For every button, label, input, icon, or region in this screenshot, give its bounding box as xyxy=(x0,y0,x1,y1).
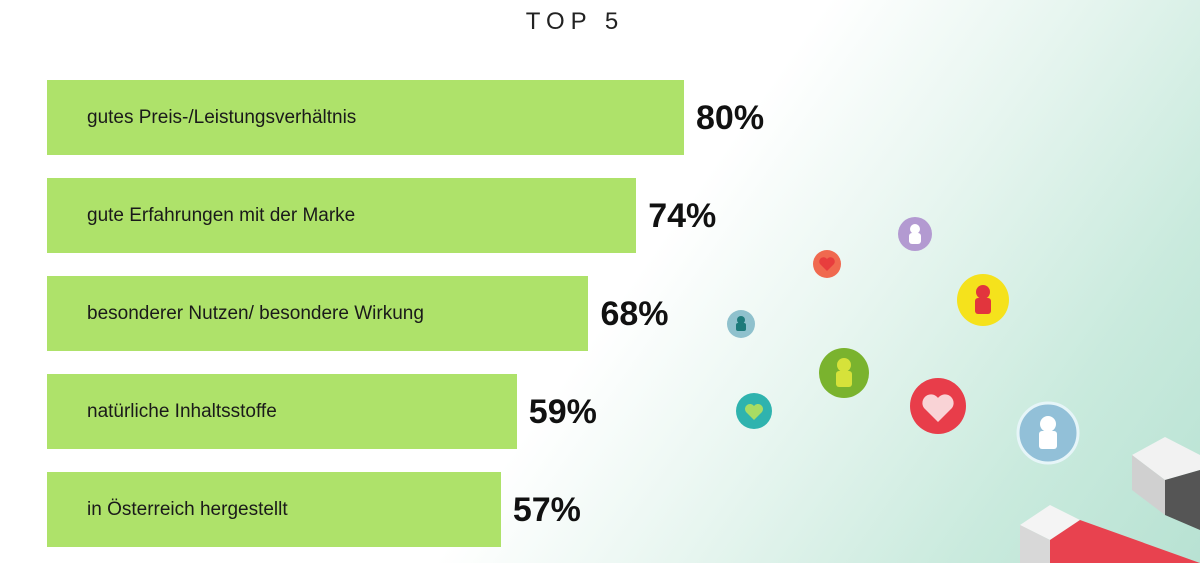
user-icon xyxy=(1016,401,1080,465)
category-label: besonderer Nutzen/ besondere Wirkung xyxy=(87,303,424,324)
chart-title: TOP 5 xyxy=(525,8,625,35)
value-label: 74% xyxy=(648,197,717,235)
bar: besonderer Nutzen/ besondere Wirkung xyxy=(47,276,589,351)
user-icon xyxy=(727,310,755,338)
category-label: in Österreich hergestellt xyxy=(87,499,288,520)
heart-icon xyxy=(813,250,841,278)
category-label: gute Erfahrungen mit der Marke xyxy=(87,205,356,226)
category-label: gutes Preis-/Leistungsverhältnis xyxy=(87,107,357,128)
value-label: 59% xyxy=(528,393,597,431)
value-label: 80% xyxy=(696,99,765,137)
bar: gute Erfahrungen mit der Marke xyxy=(47,178,637,253)
user-icon xyxy=(898,217,932,251)
user-icon xyxy=(957,274,1009,326)
heart-icon xyxy=(736,393,772,429)
value-label: 68% xyxy=(600,295,669,333)
category-label: natürliche Inhaltsstoffe xyxy=(87,401,277,422)
bar: gutes Preis-/Leistungsverhältnis xyxy=(47,80,684,155)
magnet-icon xyxy=(1020,437,1200,563)
user-icon xyxy=(819,348,869,398)
heart-icon xyxy=(910,378,966,434)
bar: in Österreich hergestellt xyxy=(47,472,501,547)
value-label: 57% xyxy=(512,491,581,529)
bar: natürliche Inhaltsstoffe xyxy=(47,374,517,449)
